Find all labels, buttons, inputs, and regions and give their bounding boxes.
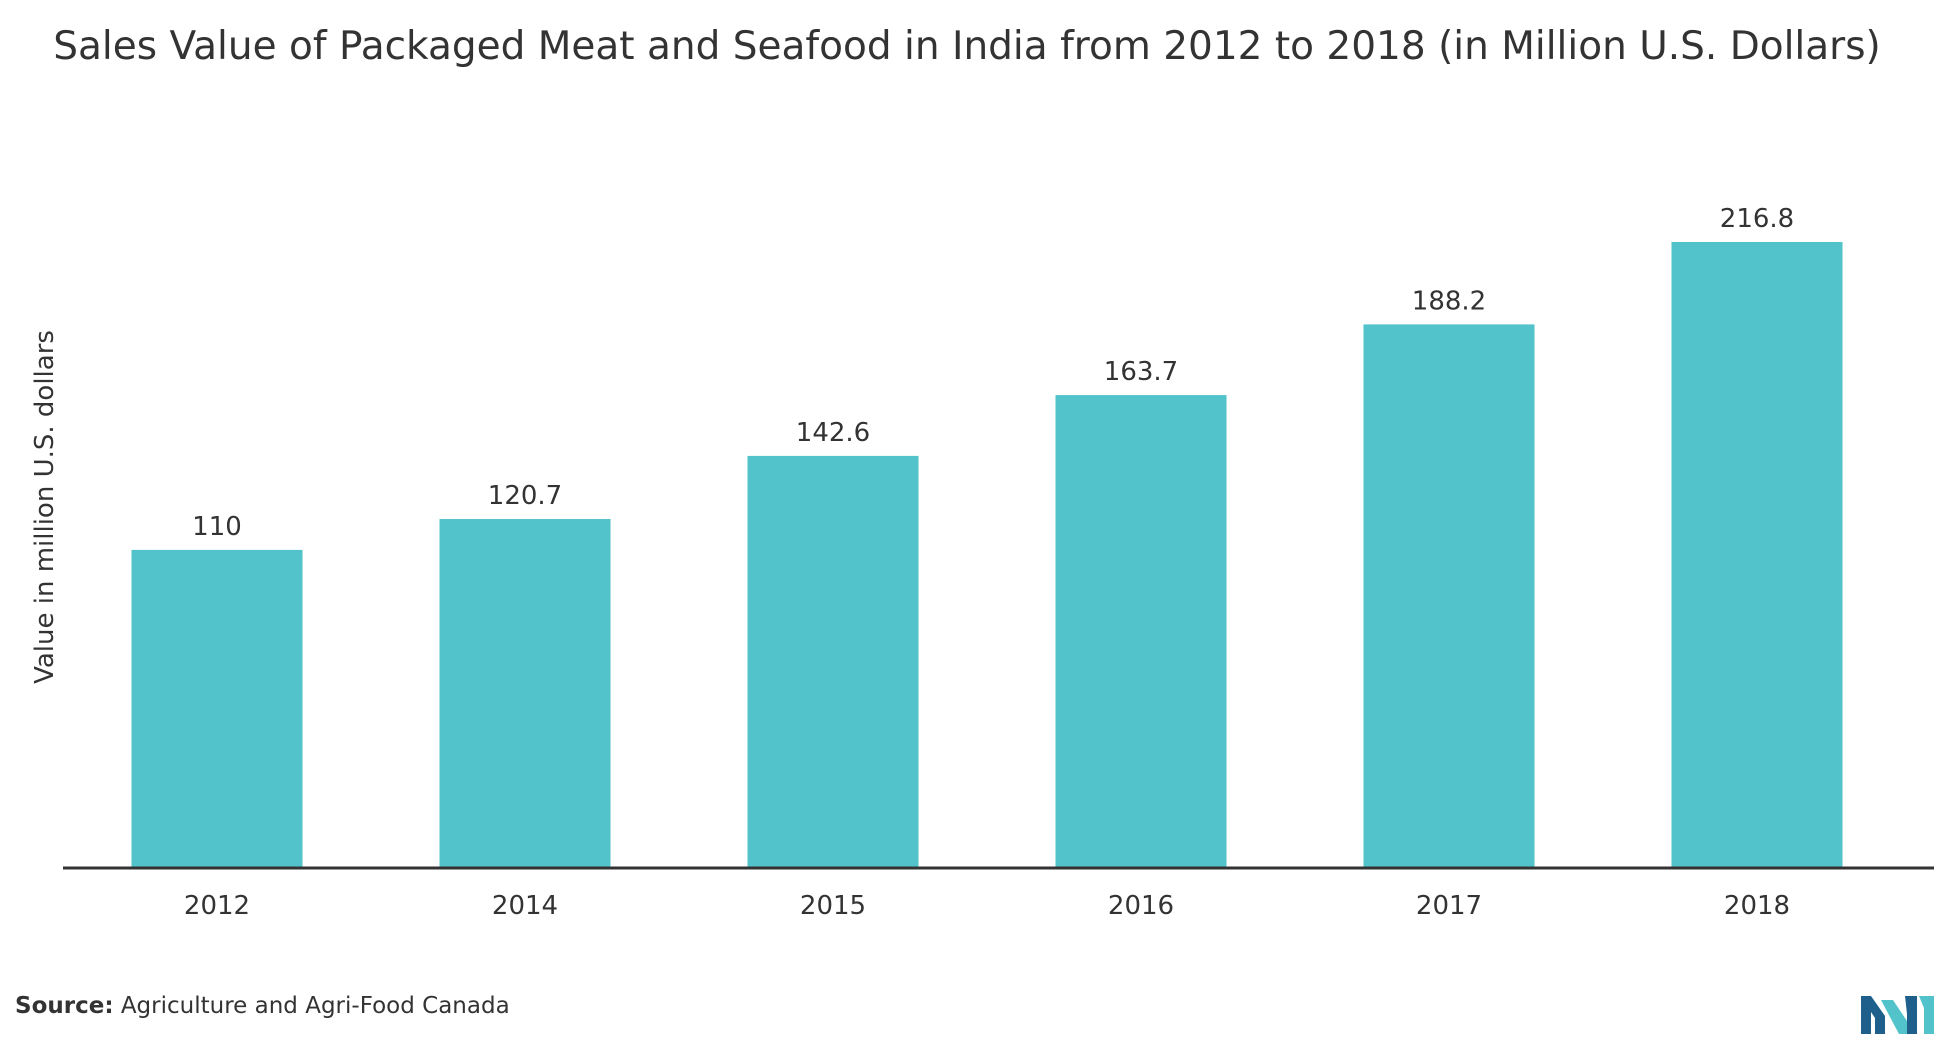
bar-2015 [747,455,919,867]
bars-group [131,242,1843,867]
x-tick-label-2016: 2016 [1108,891,1174,921]
bar-2014 [439,519,611,867]
source-label: Source: [15,993,114,1019]
bar-2016 [1055,395,1227,867]
y-axis-label: Value in million U.S. dollars [30,330,60,684]
bar-2012 [131,549,303,867]
data-label-2018: 216.8 [1720,204,1794,234]
data-labels-group: 110 120.7 142.6 163.7 188.2 216.8 [192,204,1794,542]
source-text: Agriculture and Agri-Food Canada [120,993,510,1019]
data-label-2015: 142.6 [796,418,870,448]
data-label-2017: 188.2 [1412,286,1486,316]
x-tick-label-2018: 2018 [1724,891,1790,921]
data-label-2014: 120.7 [488,481,562,511]
bar-2017 [1363,324,1535,867]
bar-2018 [1671,242,1843,867]
x-tick-label-2015: 2015 [800,891,866,921]
chart-title: Sales Value of Packaged Meat and Seafood… [53,24,1881,69]
data-label-2012: 110 [192,512,242,542]
x-tick-label-2012: 2012 [184,891,250,921]
x-tick-labels-group: 2012 2014 2015 2016 2017 2018 [184,891,1790,921]
mordor-intelligence-logo-icon [1861,996,1934,1034]
source-note: Source: Agriculture and Agri-Food Canada [15,993,510,1019]
x-tick-label-2014: 2014 [492,891,558,921]
data-label-2016: 163.7 [1104,357,1178,387]
x-tick-label-2017: 2017 [1416,891,1482,921]
